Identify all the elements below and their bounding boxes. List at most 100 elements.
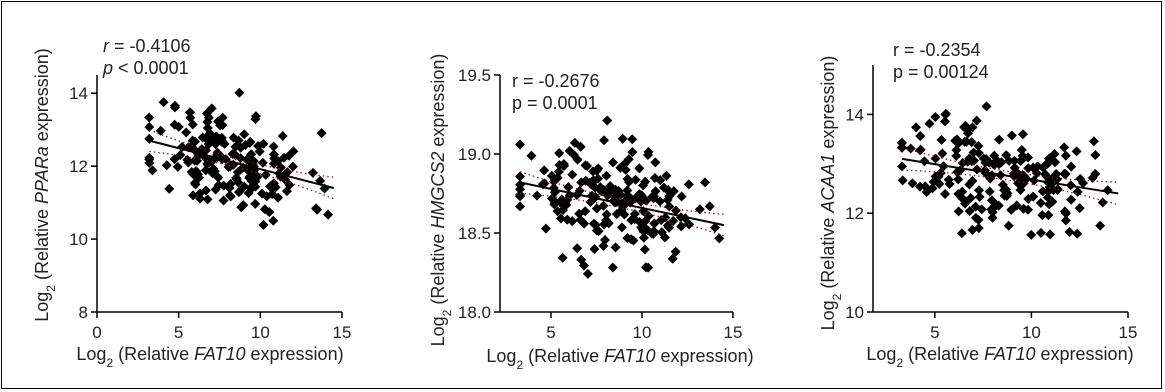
- data-point: [250, 198, 261, 209]
- data-point: [1072, 228, 1083, 239]
- y-tick-label: 19.5: [458, 66, 491, 85]
- data-point: [548, 176, 559, 187]
- data-point: [683, 179, 694, 190]
- data-point: [1060, 150, 1071, 161]
- data-point: [994, 134, 1005, 145]
- data-point: [1015, 184, 1026, 195]
- x-tick-label: 10: [251, 323, 270, 342]
- data-point: [515, 189, 526, 200]
- data-point: [233, 187, 244, 198]
- data-point: [915, 130, 926, 141]
- confidence-band-upper: [901, 146, 1119, 183]
- data-point: [648, 193, 659, 204]
- data-point: [662, 194, 673, 205]
- data-point: [629, 214, 640, 225]
- data-point: [907, 178, 918, 189]
- data-point: [714, 233, 725, 244]
- x-tick-label: 15: [724, 323, 743, 342]
- data-point: [924, 118, 935, 129]
- data-point: [986, 195, 997, 206]
- data-point: [655, 175, 666, 186]
- x-tick-label: 5: [174, 323, 183, 342]
- data-point: [993, 200, 1004, 211]
- data-point: [638, 180, 649, 191]
- data-point: [623, 154, 634, 165]
- data-point: [202, 194, 213, 205]
- data-point: [973, 214, 984, 225]
- data-point: [974, 191, 985, 202]
- data-point: [1009, 155, 1020, 166]
- data-point: [970, 201, 981, 212]
- data-point: [1045, 229, 1056, 240]
- y-axis-label: Log2 (Relative PPARa expression): [32, 48, 58, 322]
- data-point: [279, 152, 290, 163]
- data-point: [144, 121, 155, 132]
- y-tick-label: 18.0: [458, 303, 491, 322]
- data-point: [973, 141, 984, 152]
- confidence-band-upper: [149, 129, 334, 178]
- data-point: [940, 108, 951, 119]
- x-tick-label: 10: [1022, 323, 1041, 342]
- data-point: [638, 232, 649, 243]
- data-point: [1075, 173, 1086, 184]
- data-point: [172, 161, 183, 172]
- confidence-band-lower: [149, 150, 335, 200]
- data-point: [937, 148, 948, 159]
- data-point: [147, 165, 158, 176]
- x-axis-label: Log2 (Relative FAT10 expression): [76, 344, 343, 370]
- y-tick-label: 10: [845, 303, 864, 322]
- data-point: [213, 180, 224, 191]
- data-point: [268, 215, 279, 226]
- data-point: [1042, 158, 1053, 169]
- x-tick-label: 5: [546, 323, 555, 342]
- data-point: [704, 201, 715, 212]
- data-point: [630, 193, 641, 204]
- data-point: [1042, 192, 1053, 203]
- data-point: [540, 223, 551, 234]
- data-point: [643, 262, 654, 273]
- chart-panel-2: 5 10 15 18.0 18.5 19.0 19.5 Log2 (Relative FAT1…: [428, 54, 754, 372]
- data-point: [1035, 227, 1046, 238]
- data-point: [575, 141, 586, 152]
- x-tick-label: 5: [930, 323, 939, 342]
- data-point: [974, 185, 985, 196]
- data-point: [547, 193, 558, 204]
- data-point: [195, 193, 206, 204]
- confidence-band-lower: [901, 169, 1119, 206]
- data-point: [225, 178, 236, 189]
- data-point: [930, 171, 941, 182]
- data-point: [1059, 142, 1070, 153]
- data-point: [627, 134, 638, 145]
- data-point: [610, 242, 621, 253]
- x-axis-label: Log2 (Relative FAT10 expression): [866, 344, 1133, 370]
- data-point: [602, 115, 613, 126]
- p-statistic: p = 0.0001: [512, 93, 598, 113]
- data-point: [169, 102, 180, 113]
- y-axis-label-group: Log2 (Relative PPARa expression): [32, 48, 58, 322]
- data-point: [661, 170, 672, 181]
- data-point: [269, 153, 280, 164]
- data-point: [915, 145, 926, 156]
- data-point: [181, 127, 192, 138]
- data-point: [987, 212, 998, 223]
- data-point: [582, 268, 593, 279]
- data-point: [934, 178, 945, 189]
- data-point: [184, 107, 195, 118]
- data-point: [967, 175, 978, 186]
- data-point: [936, 134, 947, 145]
- data-point: [656, 227, 667, 238]
- data-point: [627, 147, 638, 158]
- y-axis-label: Log2 (Relative ACAA1 expression): [818, 56, 844, 331]
- data-point: [312, 204, 323, 215]
- data-point: [939, 116, 950, 127]
- r-statistic: r = -0.2676: [512, 71, 600, 91]
- data-point: [1066, 161, 1077, 172]
- y-tick-label: 8: [79, 303, 88, 322]
- data-point: [144, 157, 155, 168]
- data-point: [158, 97, 169, 108]
- data-point: [235, 142, 246, 153]
- data-point: [1097, 197, 1108, 208]
- data-point: [640, 216, 651, 227]
- p-statistic: p < 0.0001: [102, 58, 189, 78]
